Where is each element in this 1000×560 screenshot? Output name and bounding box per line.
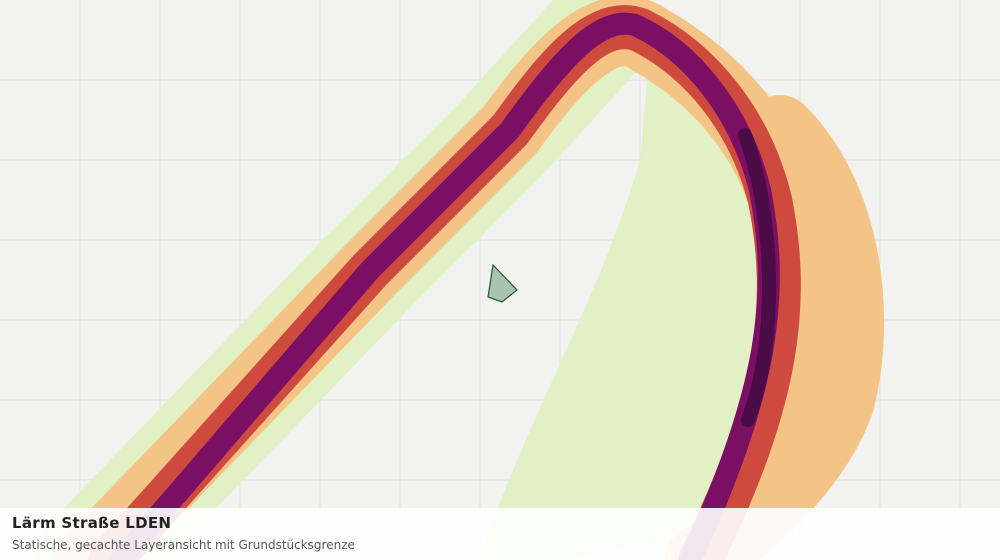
noise-band-dark bbox=[738, 128, 777, 427]
caption: Lärm Straße LDEN Statische, gecachte Lay… bbox=[0, 508, 1000, 560]
caption-title: Lärm Straße LDEN bbox=[12, 514, 172, 532]
caption-subtitle: Statische, gecachte Layeransicht mit Gru… bbox=[12, 538, 355, 552]
parcel-boundary bbox=[487, 263, 518, 303]
noise-bands bbox=[35, 0, 885, 560]
